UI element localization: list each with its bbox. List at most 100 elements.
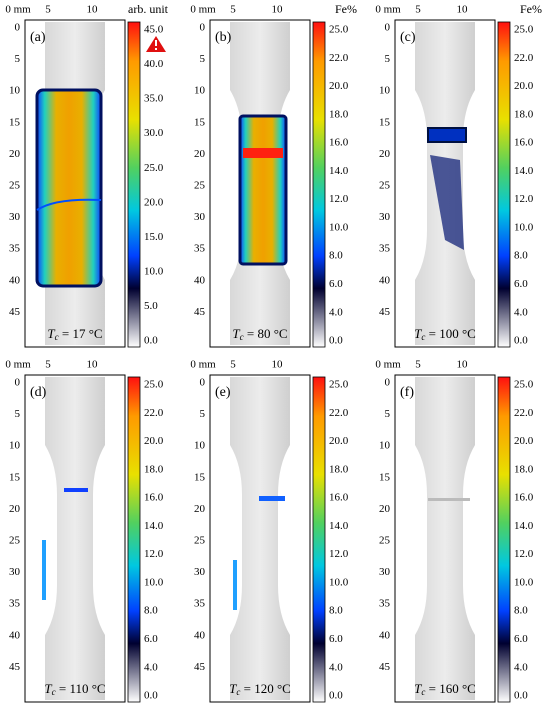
y-tick-label: 10 — [9, 85, 21, 97]
colorbar-tick-label: 18.0 — [329, 463, 349, 475]
y-tick-label: 40 — [379, 274, 391, 286]
x-tick-label: 5 — [230, 359, 236, 371]
y-tick-label: 40 — [194, 274, 206, 286]
y-tick-label: 10 — [379, 85, 391, 97]
caption-text: = 17 °C — [59, 326, 103, 341]
colorbar-tick-label: 22.0 — [514, 52, 534, 64]
colorbar-tick-label: 4.0 — [514, 306, 528, 318]
caption-symbol: T — [232, 326, 240, 341]
colorbar — [127, 376, 141, 703]
y-tick-label: 35 — [9, 598, 21, 610]
colorbar-tick-label: 22.0 — [329, 407, 349, 419]
feature — [427, 127, 467, 143]
colorbar-tick-label: 4.0 — [329, 661, 343, 673]
feature — [42, 540, 46, 600]
colorbar-tick-label: 8.0 — [514, 250, 528, 262]
y-tick-label: 30 — [379, 211, 391, 223]
colorbar-tick-label: 45.0 — [144, 24, 164, 36]
colorbar-tick-label: 14.0 — [329, 520, 349, 532]
colorbar-tick-label: 22.0 — [144, 407, 164, 419]
colorbar-tick-label: 12.0 — [329, 193, 349, 205]
y-tick-label: 5 — [385, 408, 391, 420]
colorbar-tick-label: 10.0 — [144, 576, 164, 588]
caption: Tc = 120 °C — [229, 681, 291, 697]
y-tick-label: 20 — [194, 148, 206, 160]
feature — [64, 488, 88, 492]
y-tick-label: 20 — [194, 503, 206, 515]
colorbar-tick-label: 16.0 — [514, 137, 534, 149]
colorbar-tick-label: 22.0 — [514, 407, 534, 419]
panel-label: (f) — [400, 385, 414, 400]
caption-text: = 100 °C — [425, 326, 475, 341]
y-tick-label: 0 — [200, 377, 206, 389]
colorbar — [127, 21, 141, 348]
panel-label: (e) — [215, 385, 231, 400]
y-tick-label: 35 — [379, 243, 391, 255]
y-tick-label: 25 — [379, 535, 391, 547]
y-tick-label: 20 — [379, 148, 391, 160]
specimen — [415, 377, 475, 700]
colorbar-tick-label: 8.0 — [144, 605, 158, 617]
colorbar-tick-label: 14.0 — [514, 520, 534, 532]
y-tick-label: 45 — [379, 306, 391, 318]
x-tick-label: 10 — [87, 359, 99, 371]
colorbar-tick-label: 20.0 — [329, 80, 349, 92]
colorbar-tick-label: 16.0 — [329, 137, 349, 149]
colorbar-tick-label: 15.0 — [144, 231, 164, 243]
x-tick-label: 5 — [45, 4, 51, 16]
y-tick-label: 10 — [9, 440, 21, 452]
y-tick-label: 20 — [379, 503, 391, 515]
colorbar-tick-label: 0.0 — [144, 690, 158, 702]
y-tick-label: 45 — [9, 306, 21, 318]
y-tick-label: 5 — [385, 53, 391, 65]
x-tick-label: 10 — [457, 4, 469, 16]
y-tick-label: 0 — [385, 22, 391, 34]
y-tick-label: 30 — [379, 566, 391, 578]
caption-subscript: c — [55, 332, 59, 342]
panel-label: (c) — [400, 30, 416, 45]
y-tick-label: 30 — [194, 211, 206, 223]
colorbar-tick-label: 10.0 — [329, 576, 349, 588]
y-tick-label: 25 — [379, 180, 391, 192]
colorbar-tick-label: 5.0 — [144, 300, 158, 312]
y-tick-label: 30 — [9, 566, 21, 578]
colorbar-tick-label: 25.0 — [514, 24, 534, 36]
y-tick-label: 0 — [385, 377, 391, 389]
colorbar-tick-label: 6.0 — [514, 633, 528, 645]
y-tick-label: 10 — [194, 85, 206, 97]
caption: Tc = 110 °C — [44, 681, 105, 697]
colorbar-tick-label: 14.0 — [514, 165, 534, 177]
caption-symbol: T — [414, 681, 422, 696]
x-tick-label: 5 — [415, 359, 421, 371]
colorbar-tick-label: 10.0 — [329, 221, 349, 233]
y-tick-label: 20 — [9, 503, 21, 515]
colorbar-tick-label: 18.0 — [514, 463, 534, 475]
colorbar-tick-label: 6.0 — [514, 278, 528, 290]
colorbar-tick-label: 4.0 — [329, 306, 343, 318]
y-tick-label: 40 — [194, 629, 206, 641]
colorbar-tick-label: 0.0 — [144, 335, 158, 347]
caption-symbol: T — [44, 681, 52, 696]
x-tick-label: 10 — [272, 4, 284, 16]
colorbar-tick-label: 25.0 — [329, 379, 349, 391]
y-tick-label: 5 — [200, 53, 206, 65]
panel: (e) 0 mm 5 10 0 5 10 15 20 25 30 35 40 45 25.0 22.0 20.0… — [190, 359, 349, 703]
colorbar-unit: Fe% — [335, 2, 357, 16]
y-tick-label: 15 — [9, 471, 21, 483]
x-tick-label: 5 — [230, 4, 236, 16]
colorbar — [497, 376, 511, 703]
y-tick-label: 15 — [194, 471, 206, 483]
y-tick-label: 5 — [200, 408, 206, 420]
colorbar-tick-label: 30.0 — [144, 127, 164, 139]
colorbar-tick-label: 10.0 — [144, 265, 164, 277]
caption: Tc = 80 °C — [232, 326, 287, 342]
y-tick-label: 0 — [200, 22, 206, 34]
y-tick-label: 25 — [194, 535, 206, 547]
colorbar-tick-label: 40.0 — [144, 58, 164, 70]
colorbar-tick-label: 25.0 — [144, 379, 164, 391]
y-tick-label: 20 — [9, 148, 21, 160]
y-tick-label: 25 — [9, 180, 21, 192]
y-tick-label: 35 — [379, 598, 391, 610]
colorbar-tick-label: 12.0 — [144, 548, 164, 560]
caption-subscript: c — [421, 332, 425, 342]
